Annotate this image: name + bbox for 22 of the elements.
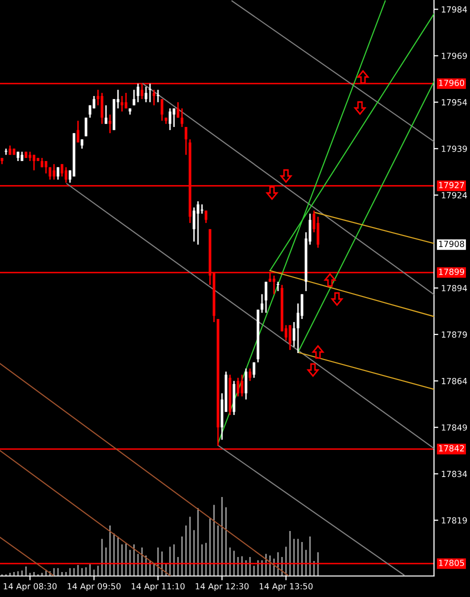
y-tick-label: 17969 — [442, 52, 467, 60]
y-tick-label: 17879 — [442, 331, 467, 338]
annotation: 17908 — [439, 240, 464, 248]
y-tick-label: 17864 — [442, 378, 467, 384]
y-tick-label: 17939 — [442, 146, 467, 152]
y-tick-label: 17894 — [442, 284, 467, 292]
y-tick-label: 17984 — [442, 6, 467, 13]
x-tick-label: 14 Apr 12:30 — [196, 583, 249, 592]
ref-line-label: 17899 — [439, 268, 464, 275]
y-tick-label: 17924 — [442, 192, 467, 198]
y-tick-label: 17849 — [442, 424, 467, 431]
ref-line-label: 17842 — [439, 445, 464, 452]
x-tick-label: 14 Apr 13:50 — [260, 583, 313, 592]
ref-line-label: 17960 — [439, 80, 464, 86]
ref-line-label: 17927 — [439, 182, 464, 188]
y-tick-label: 17819 — [442, 517, 467, 524]
y-tick-label: 17954 — [442, 99, 467, 106]
x-tick-label: 14 Apr 09:50 — [68, 583, 121, 592]
x-tick-label: 14 Apr 08:30 — [4, 583, 57, 592]
x-tick-label: 14 Apr 11:10 — [132, 583, 185, 592]
y-tick-label: 17834 — [442, 470, 467, 478]
ref-line-label: 17805 — [439, 560, 464, 566]
